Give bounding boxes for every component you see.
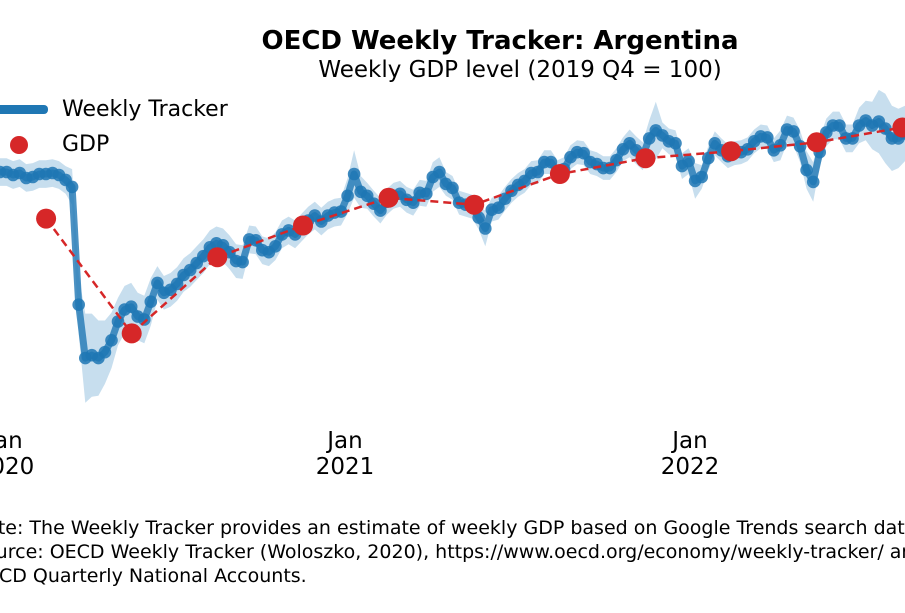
legend-label-gdp: GDP: [62, 132, 110, 157]
x-tick-year: 2022: [660, 454, 720, 480]
x-tick-month: Jan: [0, 428, 23, 454]
chart-title: OECD Weekly Tracker: Argentina: [261, 26, 739, 56]
footnote: Note: The Weekly Tracker provides an est…: [0, 516, 905, 588]
x-tick-month: Jan: [327, 428, 363, 454]
gdp-points: [36, 117, 905, 344]
legend-label-weekly-tracker: Weekly Tracker: [62, 97, 228, 122]
weekly-tracker-markers: [0, 114, 905, 365]
footnote-line-2: Source: OECD Weekly Tracker (Woloszko, 2…: [0, 541, 905, 563]
x-tick-month: Jan: [672, 428, 708, 454]
gdp-dot-swatch-icon: [10, 136, 28, 154]
x-tick-jan-2021: Jan 2021: [285, 428, 405, 480]
chart-subtitle: Weekly GDP level (2019 Q4 = 100): [318, 57, 722, 83]
x-tick-jan-2022: Jan 2022: [630, 428, 750, 480]
weekly-tracker-line-swatch-icon: [0, 105, 48, 114]
footnote-line-1: Note: The Weekly Tracker provides an est…: [0, 517, 905, 539]
x-tick-jan-2020: Jan 2020: [0, 428, 65, 480]
confidence-band: [0, 89, 905, 403]
footnote-line-3: OECD Quarterly National Accounts.: [0, 565, 307, 587]
x-tick-year: 2021: [315, 454, 375, 480]
x-tick-year: 2020: [0, 454, 35, 480]
